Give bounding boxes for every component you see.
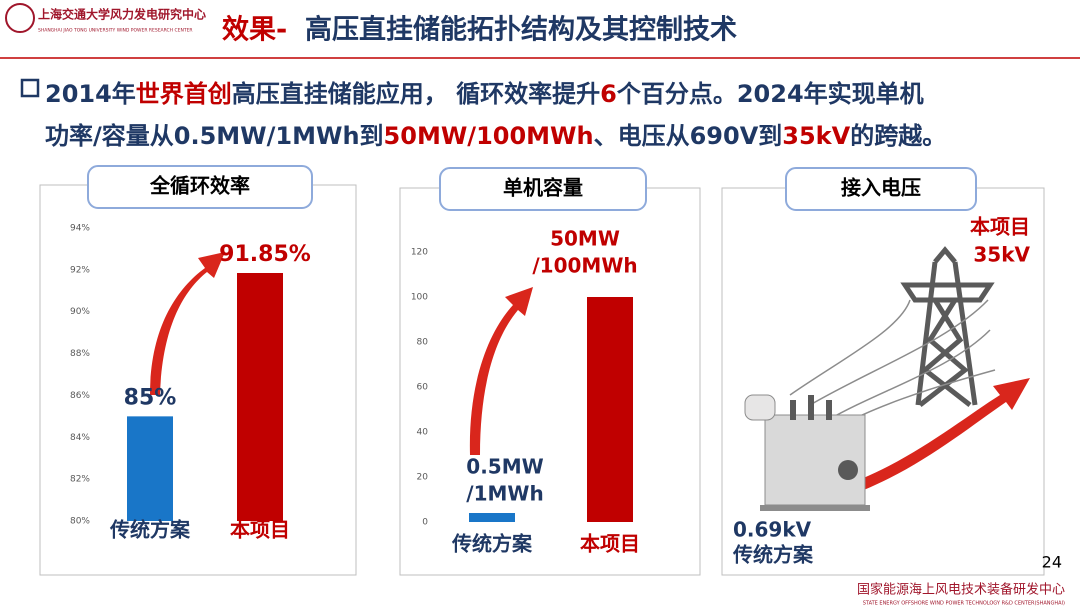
panel-title-pill	[87, 165, 313, 209]
y-tick-label: 80	[417, 338, 429, 348]
y-tick-label: 60	[417, 383, 429, 393]
bar	[587, 297, 633, 522]
panel	[399, 187, 701, 576]
bar	[127, 416, 173, 521]
title-prefix: 效果-	[222, 15, 287, 46]
annotation: /100MWh	[532, 254, 637, 278]
logo-subtext: SHANGHAI JIAO TONG UNIVERSITY WIND POWER…	[38, 28, 193, 34]
logo-emblem	[5, 3, 35, 33]
logo-text: 上海交通大学风力发电研究中心	[38, 7, 206, 22]
summary-line: 2014年世界首创高压直挂储能应用， 循环效率提升6个百分点。2024年实现单机	[45, 74, 924, 109]
y-tick-label: 88%	[70, 349, 90, 359]
y-tick-label: 90%	[70, 307, 90, 317]
panel-title-pill	[439, 167, 647, 211]
page-number: 24	[1042, 553, 1062, 572]
summary-segment: 世界首创	[135, 80, 232, 108]
chart-title: 全循环效率	[149, 174, 250, 198]
summary-segment: 、电压从690V到	[593, 122, 783, 150]
y-tick-label: 86%	[70, 391, 90, 401]
y-tick-label: 120	[411, 248, 428, 258]
summary-segment: 35kV	[782, 122, 851, 150]
bar	[237, 272, 283, 521]
footer-org-en: STATE ENERGY OFFSHORE WIND POWER TECHNOL…	[863, 601, 1065, 607]
y-tick-label: 82%	[70, 475, 90, 485]
footer-org: 国家能源海上风电技术装备研发中心	[857, 582, 1065, 598]
bullet	[20, 78, 40, 98]
panel-title: 接入电压	[841, 176, 921, 200]
annotation: 50MW	[550, 227, 620, 251]
summary-segment: 50MW/100MWh	[383, 122, 594, 150]
old-voltage-label: 0.69kV	[733, 518, 812, 542]
y-tick-label: 92%	[70, 265, 90, 275]
title: 高压直挂储能拓扑结构及其控制技术	[305, 14, 737, 46]
growth-arrow	[830, 378, 1030, 500]
annotation: 0.5MW	[466, 455, 543, 479]
tower	[900, 246, 995, 407]
value-label: 85%	[124, 385, 177, 410]
x-tick-label: 传统方案	[451, 532, 533, 556]
bar	[469, 513, 515, 522]
summary-line: 功率/容量从0.5MW/1MWh到50MW/100MWh、电压从690V到35k…	[45, 116, 946, 151]
x-tick-label: 传统方案	[109, 518, 191, 542]
summary-segment: 功率/容量从0.5MW/1MWh到	[45, 122, 384, 150]
y-tick-label: 40	[417, 428, 429, 438]
y-tick-label: 0	[422, 518, 428, 528]
y-tick-label: 94%	[70, 224, 90, 234]
summary-segment: 的跨越。	[850, 122, 947, 150]
y-tick-label: 84%	[70, 433, 90, 443]
new-voltage-label: 35kV	[973, 243, 1030, 267]
transformer	[744, 394, 870, 511]
new-voltage-label: 本项目	[970, 215, 1030, 239]
x-tick-label: 本项目	[230, 518, 290, 542]
annotation: /1MWh	[466, 482, 543, 506]
y-tick-label: 20	[417, 473, 429, 483]
growth-arrow	[469, 287, 533, 455]
value-label: 91.85%	[219, 242, 311, 267]
summary-segment: 个百分点。2024年实现单机	[616, 80, 924, 108]
chart-title: 单机容量	[503, 176, 583, 200]
old-voltage-label: 传统方案	[732, 543, 814, 567]
summary-segment: 2014年	[45, 80, 136, 108]
x-tick-label: 本项目	[580, 532, 640, 556]
panel-title-pill	[785, 167, 977, 211]
growth-arrow	[150, 252, 225, 395]
y-tick-label: 100	[411, 293, 428, 303]
panel	[39, 184, 357, 576]
summary-segment: 6	[600, 80, 617, 108]
y-tick-label: 80%	[70, 517, 90, 527]
summary-segment: 高压直挂储能应用， 循环效率提升	[231, 80, 601, 108]
